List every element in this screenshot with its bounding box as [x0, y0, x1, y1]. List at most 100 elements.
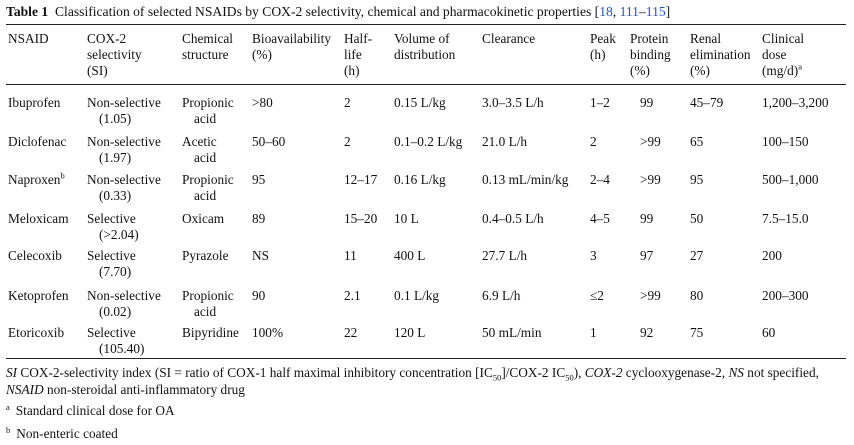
cell-dose: 60: [762, 325, 776, 340]
cell-clear: 0.4–0.5 L/h: [482, 211, 544, 226]
cell-prot: >99: [640, 288, 661, 303]
cell-cox2-selectivity: Non-selective (0.02): [87, 288, 161, 319]
caption-dash: –: [638, 4, 646, 19]
table-caption: Table 1 Classification of selected NSAID…: [6, 3, 851, 20]
header-half-life: Half-life (h): [344, 31, 373, 78]
cell-half: 22: [344, 325, 358, 340]
cell-cox2-selectivity: Non-selective (1.97): [87, 134, 161, 165]
cell-clear: 6.9 L/h: [482, 288, 521, 303]
header-clinical-dose: Clinical dose (mg/d)a: [762, 31, 805, 78]
cell-dose: 100–150: [762, 134, 809, 149]
reference-link-18[interactable]: 18: [599, 4, 613, 19]
cell-bio: 89: [252, 211, 266, 226]
header-bioavailability: Bioavailability (%): [252, 31, 332, 62]
cell-clear: 50 mL/min: [482, 325, 542, 340]
cell-bio: 50–60: [252, 134, 286, 149]
cell-peak: 2: [590, 134, 597, 149]
cell-nsaid: Etoricoxib: [8, 325, 65, 340]
top-rule: [6, 24, 846, 26]
cell-prot: >99: [640, 134, 661, 149]
cell-cox2-selectivity: Selective (>2.04): [87, 211, 139, 242]
cell-vol: 0.16 L/kg: [394, 172, 446, 187]
cell-clear: 27.7 L/h: [482, 248, 528, 263]
cell-nsaid: Meloxicam: [8, 211, 69, 226]
cell-renal: 95: [690, 172, 704, 187]
table-footnote-abbreviations: SI COX-2-selectivity index (SI = ratio o…: [6, 365, 819, 397]
cell-prot: 99: [640, 95, 654, 110]
cell-nsaid: Naproxenb: [8, 170, 65, 187]
cell-vol: 10 L: [394, 211, 419, 226]
cell-chemical-structure: Oxicam: [182, 211, 225, 226]
cell-nsaid: Diclofenac: [8, 134, 67, 149]
cell-cox2-selectivity: Selective (105.40): [87, 325, 145, 356]
cell-half: 2: [344, 134, 351, 149]
cell-renal: 75: [690, 325, 704, 340]
header-peak: Peak (h): [590, 31, 616, 62]
reference-link-111[interactable]: 111: [619, 4, 639, 19]
caption-separator: ,: [612, 4, 620, 19]
footnote-b: b Non-enteric coated: [6, 424, 118, 441]
cell-renal: 50: [690, 211, 704, 226]
cell-bio: NS: [252, 248, 269, 263]
cell-peak: 1: [590, 325, 597, 340]
cell-clear: 21.0 L/h: [482, 134, 528, 149]
cell-cox2-selectivity: Non-selective (1.05): [87, 95, 161, 126]
cell-cox2-selectivity: Selective (7.70): [87, 248, 136, 279]
header-clearance: Clearance: [482, 31, 536, 46]
cell-clear: 3.0–3.5 L/h: [482, 95, 544, 110]
cell-peak: 3: [590, 248, 597, 263]
cell-renal: 65: [690, 134, 704, 149]
header-volume-of-distribution: Volume of distribution: [394, 31, 456, 62]
cell-peak: 2–4: [590, 172, 610, 187]
cell-chemical-structure: Propionic acid: [182, 172, 234, 203]
cell-vol: 0.15 L/kg: [394, 95, 446, 110]
header-nsaid: NSAID: [8, 31, 49, 46]
header-renal-elimination: Renal elimination (%): [690, 31, 751, 78]
reference-link-115[interactable]: 115: [645, 4, 666, 19]
header-cox2-selectivity: COX-2 selectivity (SI): [87, 31, 142, 78]
table-label: Table 1: [6, 4, 49, 19]
cell-renal: 80: [690, 288, 704, 303]
cell-prot: 99: [640, 211, 654, 226]
cell-half: 11: [344, 248, 357, 263]
cell-chemical-structure: Pyrazole: [182, 248, 229, 263]
cell-chemical-structure: Bipyridine: [182, 325, 239, 340]
cell-clear: 0.13 mL/min/kg: [482, 172, 569, 187]
cell-peak: ≤2: [590, 288, 604, 303]
caption-close-bracket: ]: [665, 4, 671, 19]
cell-dose: 200–300: [762, 288, 809, 303]
cell-half: 15–20: [344, 211, 378, 226]
cell-dose: 200: [762, 248, 782, 263]
footnote-marker-a: a: [798, 61, 802, 72]
cell-peak: 1–2: [590, 95, 610, 110]
cell-prot: 92: [640, 325, 654, 340]
cell-half: 12–17: [344, 172, 378, 187]
header-protein-binding: Protein binding (%): [630, 31, 671, 78]
cell-half: 2.1: [344, 288, 361, 303]
cell-vol: 0.1 L/kg: [394, 288, 440, 303]
header-rule: [6, 84, 846, 85]
cell-dose: 1,200–3,200: [762, 95, 829, 110]
cell-dose: 7.5–15.0: [762, 211, 809, 226]
header-chemical-structure: Chemical structure: [182, 31, 233, 62]
footnote-a: a Standard clinical dose for OA: [6, 401, 175, 418]
cell-bio: 95: [252, 172, 266, 187]
caption-text: Classification of selected NSAIDs by COX…: [54, 4, 600, 19]
cell-dose: 500–1,000: [762, 172, 819, 187]
cell-vol: 120 L: [394, 325, 426, 340]
cell-bio: 90: [252, 288, 266, 303]
footnote-marker-b: b: [60, 170, 65, 181]
cell-chemical-structure: Propionic acid: [182, 288, 234, 319]
cell-prot: 97: [640, 248, 654, 263]
cell-bio: >80: [252, 95, 273, 110]
cell-renal: 45–79: [690, 95, 724, 110]
cell-vol: 400 L: [394, 248, 426, 263]
cell-chemical-structure: Acetic acid: [182, 134, 217, 165]
bottom-rule: [6, 358, 846, 359]
cell-cox2-selectivity: Non-selective (0.33): [87, 172, 161, 203]
cell-bio: 100%: [252, 325, 284, 340]
cell-renal: 27: [690, 248, 704, 263]
cell-nsaid: Ibuprofen: [8, 95, 61, 110]
cell-nsaid: Celecoxib: [8, 248, 62, 263]
